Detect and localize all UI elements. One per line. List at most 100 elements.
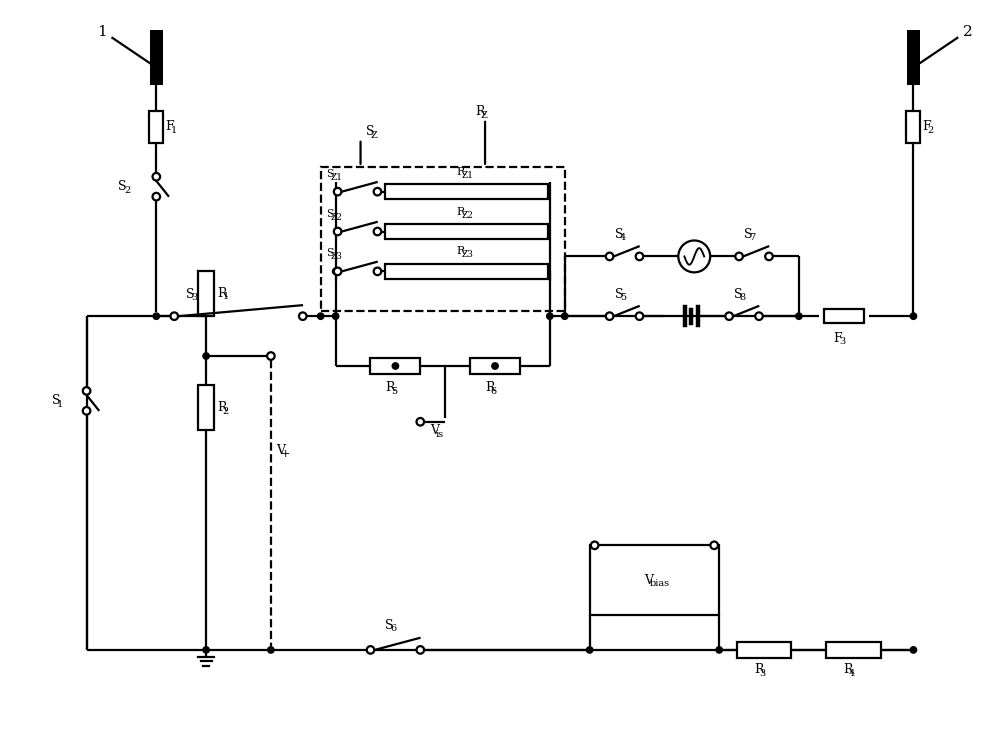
Circle shape [606, 253, 613, 260]
Text: R: R [844, 663, 853, 676]
Text: 2: 2 [963, 26, 973, 39]
Text: R: R [457, 246, 465, 257]
Text: 2: 2 [124, 186, 130, 194]
Bar [321, 167, 565, 311]
Circle shape [710, 542, 718, 549]
Text: 1: 1 [223, 292, 229, 301]
Text: 4: 4 [620, 233, 626, 243]
Text: S: S [734, 288, 743, 300]
Circle shape [586, 647, 593, 653]
Circle shape [910, 313, 917, 319]
Text: R: R [217, 287, 227, 300]
Text: R: R [385, 382, 395, 395]
Circle shape [374, 188, 381, 195]
Text: S: S [615, 288, 623, 300]
Bar [906, 111, 920, 143]
Circle shape [83, 407, 90, 414]
Text: F: F [165, 121, 174, 134]
Text: R: R [217, 401, 227, 414]
Circle shape [562, 313, 568, 319]
Circle shape [268, 647, 274, 653]
Circle shape [332, 313, 339, 319]
Text: F: F [922, 121, 931, 134]
Circle shape [417, 418, 424, 425]
Circle shape [417, 646, 424, 654]
Text: S: S [118, 180, 127, 193]
Text: 1: 1 [171, 126, 177, 135]
Circle shape [796, 313, 802, 319]
Text: S: S [326, 249, 333, 259]
Bar [737, 642, 791, 658]
Bar [150, 30, 163, 85]
Text: S: S [366, 126, 374, 138]
Circle shape [317, 313, 324, 319]
Circle shape [153, 313, 159, 319]
Text: 6: 6 [391, 624, 397, 633]
Bar [824, 309, 864, 323]
Text: 7: 7 [749, 233, 756, 243]
Bar [907, 30, 920, 85]
Text: Z: Z [481, 111, 487, 120]
Text: Z1: Z1 [331, 173, 343, 182]
Circle shape [83, 387, 90, 395]
Text: 2: 2 [223, 407, 229, 416]
Text: 8: 8 [740, 293, 746, 302]
Text: Z1: Z1 [462, 171, 474, 180]
Bar [198, 385, 214, 431]
Text: V: V [430, 424, 439, 437]
Bar [826, 642, 881, 658]
Bar [385, 184, 548, 200]
Text: R: R [457, 207, 465, 216]
Circle shape [492, 363, 498, 369]
Circle shape [267, 352, 275, 360]
Bar [590, 545, 719, 615]
Text: 1: 1 [57, 400, 63, 409]
Bar [385, 264, 548, 279]
Text: Z2: Z2 [462, 211, 473, 219]
Text: S: S [385, 618, 394, 632]
Text: +: + [281, 449, 291, 459]
Text: S: S [52, 394, 60, 407]
Circle shape [591, 542, 598, 549]
Text: Z3: Z3 [331, 252, 342, 262]
Text: S: S [326, 169, 333, 179]
Circle shape [547, 313, 553, 319]
Text: V: V [644, 574, 653, 587]
Text: S: S [186, 288, 195, 300]
Text: R: R [485, 382, 495, 395]
Text: R: R [457, 167, 465, 177]
Circle shape [334, 228, 341, 235]
Text: 5: 5 [620, 293, 626, 302]
Text: 3: 3 [759, 669, 766, 678]
Circle shape [153, 173, 160, 181]
Text: 1: 1 [97, 26, 106, 39]
Text: R: R [475, 105, 485, 118]
Circle shape [678, 240, 710, 273]
Circle shape [299, 312, 307, 320]
Circle shape [725, 312, 733, 320]
Text: 3: 3 [839, 337, 845, 346]
Circle shape [374, 268, 381, 275]
Circle shape [716, 647, 722, 653]
Text: 2: 2 [928, 126, 934, 135]
Circle shape [636, 253, 643, 260]
Text: Z: Z [371, 131, 378, 140]
Circle shape [334, 188, 341, 195]
Circle shape [203, 647, 209, 653]
Text: is: is [436, 430, 444, 439]
Bar [385, 224, 548, 239]
Text: Z2: Z2 [331, 213, 342, 221]
Text: R: R [754, 663, 764, 676]
Circle shape [735, 253, 743, 260]
Text: Z3: Z3 [462, 251, 473, 260]
Text: 4: 4 [849, 669, 855, 678]
Text: V: V [276, 444, 285, 457]
Text: F: F [834, 332, 842, 344]
Bar [198, 271, 214, 316]
Text: S: S [615, 228, 623, 241]
Bar [370, 358, 420, 374]
Text: bias: bias [650, 579, 670, 588]
Text: 6: 6 [490, 387, 497, 396]
Circle shape [170, 312, 178, 320]
Circle shape [153, 193, 160, 200]
